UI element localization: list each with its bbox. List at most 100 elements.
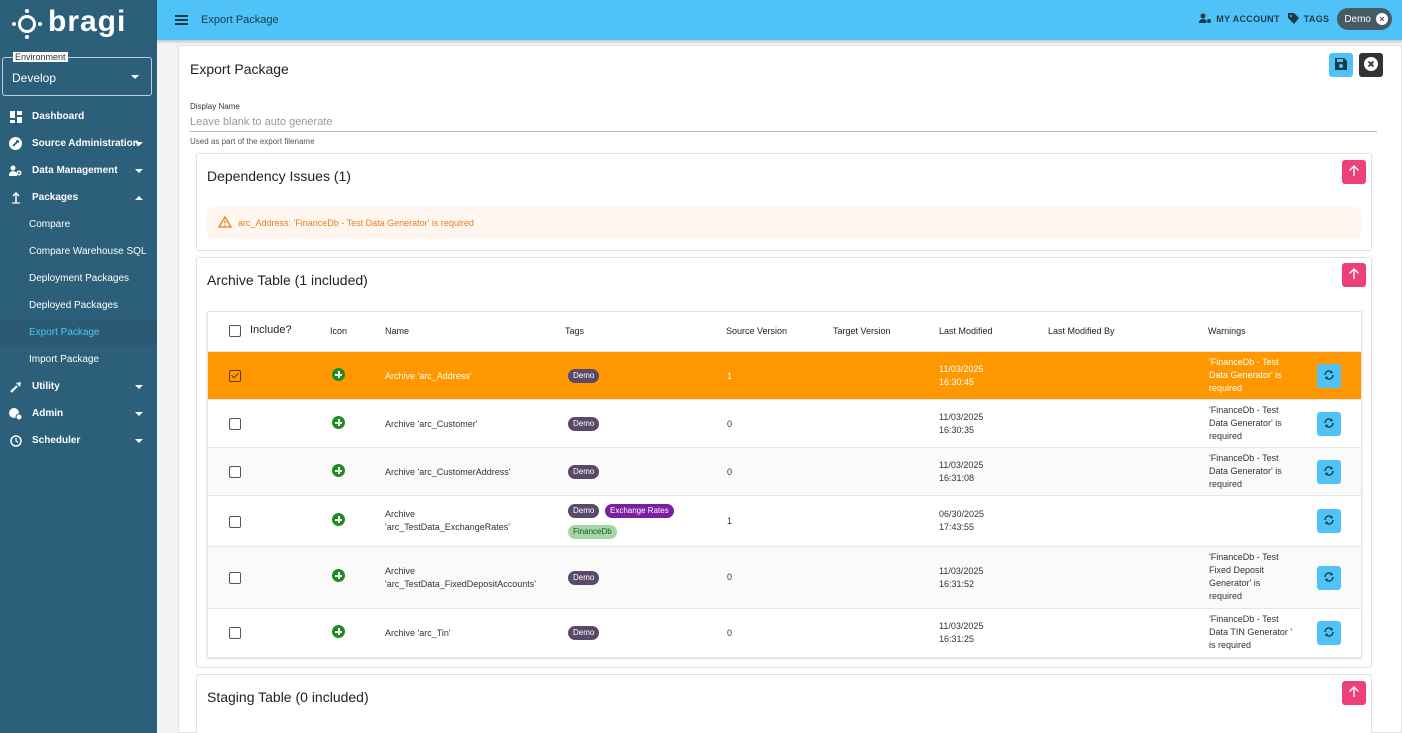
tag-chip[interactable]: Demo xyxy=(568,369,600,383)
sidebar-subitem-deployed-packages[interactable]: Deployed Packages xyxy=(29,300,118,311)
sidebar-item-label: Packages xyxy=(32,192,79,203)
environment-select[interactable]: Environment Develop xyxy=(2,52,152,96)
header-warnings[interactable]: Warnings xyxy=(1208,326,1246,336)
dependency-issues-title: Dependency Issues (1) xyxy=(207,168,351,184)
table-row[interactable]: Archive'arc_TestData_ExchangeRates' Demo… xyxy=(208,496,1361,547)
warning-text: 'FinanceDb - Test Data Generator' is requi… xyxy=(1209,405,1282,441)
table-row[interactable]: Archive'arc_TestData_FixedDepositAccount… xyxy=(208,547,1361,609)
refresh-button[interactable] xyxy=(1317,364,1341,388)
tag-chip[interactable]: Demo xyxy=(568,465,600,479)
tags-button[interactable]: TAGS xyxy=(1287,12,1330,26)
table-row[interactable]: Archive 'arc_Address' Demo 1 11/03/2025 1… xyxy=(208,352,1361,400)
header-name[interactable]: Name xyxy=(385,326,410,336)
sidebar-item-data-management[interactable]: Data Management xyxy=(0,157,157,184)
display-name-input[interactable] xyxy=(190,113,1377,132)
row-name: Archive 'arc_Address' xyxy=(385,371,472,381)
sidebar-item-dashboard[interactable]: Dashboard xyxy=(0,103,157,130)
row-name: Archive'arc_TestData_FixedDepositAccount… xyxy=(385,566,537,589)
table-row[interactable]: Archive 'arc_Customer' Demo 0 11/03/2025… xyxy=(208,400,1361,448)
include-checkbox[interactable] xyxy=(229,572,241,584)
include-checkbox[interactable] xyxy=(229,466,241,478)
tag-chip[interactable]: FinanceDb xyxy=(568,525,617,539)
warning-text: 'FinanceDb - Test Data Generator' is requi… xyxy=(1209,357,1282,393)
include-checkbox[interactable] xyxy=(229,627,241,639)
include-checkbox[interactable] xyxy=(229,418,241,430)
add-circle-icon xyxy=(332,513,345,526)
header-tags[interactable]: Tags xyxy=(565,326,585,336)
sidebar-item-label: Source Administration xyxy=(32,138,139,149)
source-version: 0 xyxy=(727,628,733,638)
sidebar-subitem-import-package[interactable]: Import Package xyxy=(29,354,100,365)
add-circle-icon xyxy=(332,569,345,582)
close-circle-icon xyxy=(1364,56,1378,74)
bragi-logo-icon xyxy=(12,9,42,39)
chevron-up-icon xyxy=(135,196,143,200)
last-modified: 11/03/2025 16:30:45 xyxy=(939,364,984,387)
scroll-top-button[interactable] xyxy=(1342,681,1366,705)
row-name: Archive 'arc_CustomerAddress' xyxy=(385,467,511,477)
select-all-checkbox[interactable] xyxy=(229,325,241,337)
header-source-version[interactable]: Source Version xyxy=(726,326,788,336)
refresh-button[interactable] xyxy=(1317,412,1341,436)
sidebar-subitem-deployment-packages[interactable]: Deployment Packages xyxy=(29,273,130,284)
include-checkbox[interactable] xyxy=(229,516,241,528)
sidebar-item-packages[interactable]: Packages xyxy=(0,184,157,211)
tag-chip[interactable]: Demo xyxy=(568,626,600,640)
add-circle-icon xyxy=(332,464,345,477)
warning-text: 'FinanceDb - Test Data TIN Generator ' is … xyxy=(1209,614,1293,650)
refresh-button[interactable] xyxy=(1317,509,1341,533)
table-row[interactable]: Archive 'arc_Tin' Demo 0 11/03/2025 16:31… xyxy=(208,609,1361,657)
sidebar-subitem-compare[interactable]: Compare xyxy=(29,219,71,230)
chevron-down-icon xyxy=(135,385,143,389)
header-last-modified-by[interactable]: Last Modified By xyxy=(1048,326,1115,336)
header-target-version[interactable]: Target Version xyxy=(833,326,891,336)
sidebar-subitem-export-package[interactable]: Export Package xyxy=(0,319,157,346)
table-header: Include? Icon Name Tags Source Version T… xyxy=(208,312,1361,352)
tag-chip[interactable]: Exchange Rates xyxy=(605,504,674,518)
chevron-down-icon xyxy=(135,169,143,173)
include-checkbox[interactable] xyxy=(229,370,241,382)
sidebar-subitem-compare-warehouse-sql[interactable]: Compare Warehouse SQL xyxy=(29,246,147,257)
add-circle-icon xyxy=(332,368,345,381)
source-version: 0 xyxy=(727,572,733,582)
people-gear-icon xyxy=(9,164,22,177)
sidebar-item-source-administration[interactable]: Source Administration xyxy=(0,130,157,157)
add-circle-icon xyxy=(332,625,345,638)
dependency-warning-alert: arc_Address: 'FinanceDb - Test Data Gene… xyxy=(207,207,1361,239)
top-app-bar: Export Package MY ACCOUNT TAGS Demo × xyxy=(157,0,1402,40)
sidebar-item-scheduler[interactable]: Scheduler xyxy=(0,427,157,454)
chip-label: Demo xyxy=(1344,13,1371,25)
tag-filter-chip[interactable]: Demo × xyxy=(1337,8,1392,30)
refresh-button[interactable] xyxy=(1317,566,1341,590)
refresh-button[interactable] xyxy=(1317,460,1341,484)
save-button[interactable] xyxy=(1329,53,1353,77)
staging-table-title: Staging Table (0 included) xyxy=(207,689,369,705)
my-account-button[interactable]: MY ACCOUNT xyxy=(1199,13,1280,26)
brand-logo[interactable]: bragi xyxy=(0,0,157,48)
chevron-down-icon xyxy=(135,439,143,443)
close-button[interactable] xyxy=(1359,53,1383,77)
sync-icon xyxy=(1323,417,1335,431)
scroll-top-button[interactable] xyxy=(1342,160,1366,184)
dependency-issues-panel: Dependency Issues (1) arc_Address: 'Fina… xyxy=(196,153,1372,251)
dashboard-icon xyxy=(9,110,22,123)
sidebar-item-admin[interactable]: Admin xyxy=(0,400,157,427)
scroll-top-button[interactable] xyxy=(1342,263,1366,287)
sync-icon xyxy=(1323,465,1335,479)
last-modified: 11/03/2025 16:31:25 xyxy=(939,621,984,644)
sidebar-item-utility[interactable]: Utility xyxy=(0,373,157,400)
tag-chip[interactable]: Demo xyxy=(568,504,600,518)
tag-chip[interactable]: Demo xyxy=(568,417,600,431)
header-last-modified[interactable]: Last Modified xyxy=(939,326,993,336)
tag-chip[interactable]: Demo xyxy=(568,571,600,585)
refresh-button[interactable] xyxy=(1317,621,1341,645)
warning-triangle-icon xyxy=(217,215,233,231)
admin-icon xyxy=(9,407,22,420)
table-row[interactable]: Archive 'arc_CustomerAddress' Demo 0 11/… xyxy=(208,448,1361,496)
tag-icon xyxy=(1287,12,1299,26)
row-name: Archive 'arc_Customer' xyxy=(385,419,478,429)
chevron-down-icon xyxy=(135,142,143,146)
hamburger-menu-icon[interactable] xyxy=(175,15,188,25)
close-icon[interactable]: × xyxy=(1376,13,1388,25)
last-modified: 11/03/2025 16:31:52 xyxy=(939,566,984,589)
